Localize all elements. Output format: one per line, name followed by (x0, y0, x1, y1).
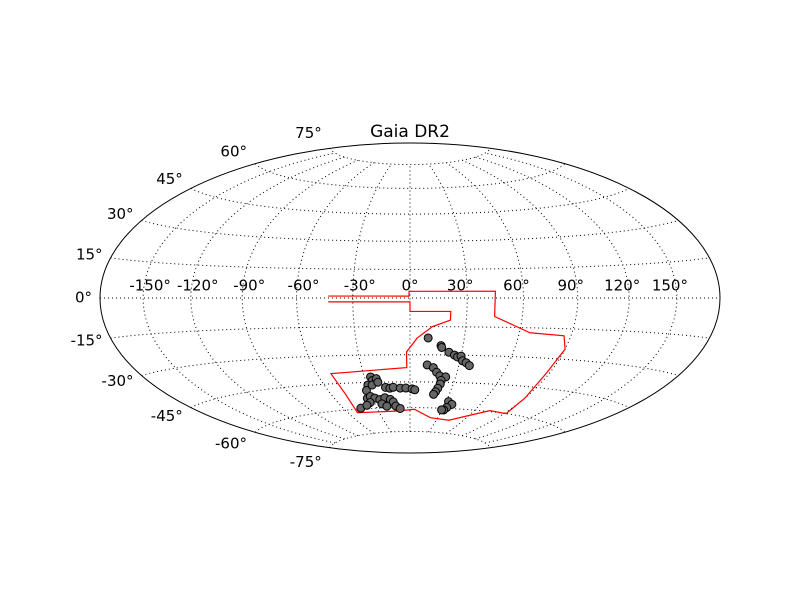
point (429, 389, 439, 399)
lon-grid-line (352, 163, 392, 433)
lon-grid-line (190, 156, 345, 440)
point (437, 342, 447, 352)
lon-grid-line (428, 163, 468, 433)
point (395, 403, 405, 413)
lon-grid-line (475, 156, 630, 440)
x-tick-label: -120° (177, 277, 219, 295)
footprint (328, 290, 566, 421)
y-tick-label: -60° (215, 435, 247, 453)
x-tick-label: 90° (557, 277, 584, 295)
x-tick-label: -60° (288, 277, 320, 295)
x-tick-label: 0° (401, 277, 418, 295)
y-tick-label: 75° (295, 124, 322, 142)
chart-title: Gaia DR2 (370, 122, 450, 142)
x-tick-label: -90° (233, 277, 265, 295)
lon-grid-line (241, 159, 359, 437)
y-tick-label: 45° (156, 170, 183, 188)
y-tick-label: -30° (102, 372, 134, 390)
x-tick-label: 30° (447, 277, 474, 295)
y-tick-label: -45° (151, 407, 183, 425)
labels: -75° -60° -45° -30° -15° 0° 15° 30° 45° 60° 75° -15… (71, 124, 688, 471)
x-tick-label: 60° (503, 277, 530, 295)
y-tick-label: -75° (290, 453, 322, 471)
map-boundary (99, 142, 721, 454)
lon-grid-line (461, 159, 579, 437)
point (373, 377, 383, 387)
point (423, 333, 433, 343)
y-tick-label: 60° (220, 142, 247, 160)
point (382, 401, 392, 411)
point (362, 400, 372, 410)
lat-grid-line (141, 354, 679, 376)
lat-grid-line (141, 220, 679, 242)
point (464, 361, 474, 371)
point (437, 405, 447, 415)
x-tick-label: -150° (129, 277, 171, 295)
y-tick-label: 30° (107, 205, 134, 223)
point (410, 385, 420, 395)
y-tick-label: 15° (76, 245, 103, 263)
y-tick-label: 0° (75, 289, 92, 307)
x-tick-label: -30° (344, 277, 376, 295)
x-tick-label: 120° (604, 277, 640, 295)
marks (328, 290, 566, 421)
x-tick-label: 150° (652, 277, 688, 295)
y-tick-label: -15° (71, 332, 103, 350)
